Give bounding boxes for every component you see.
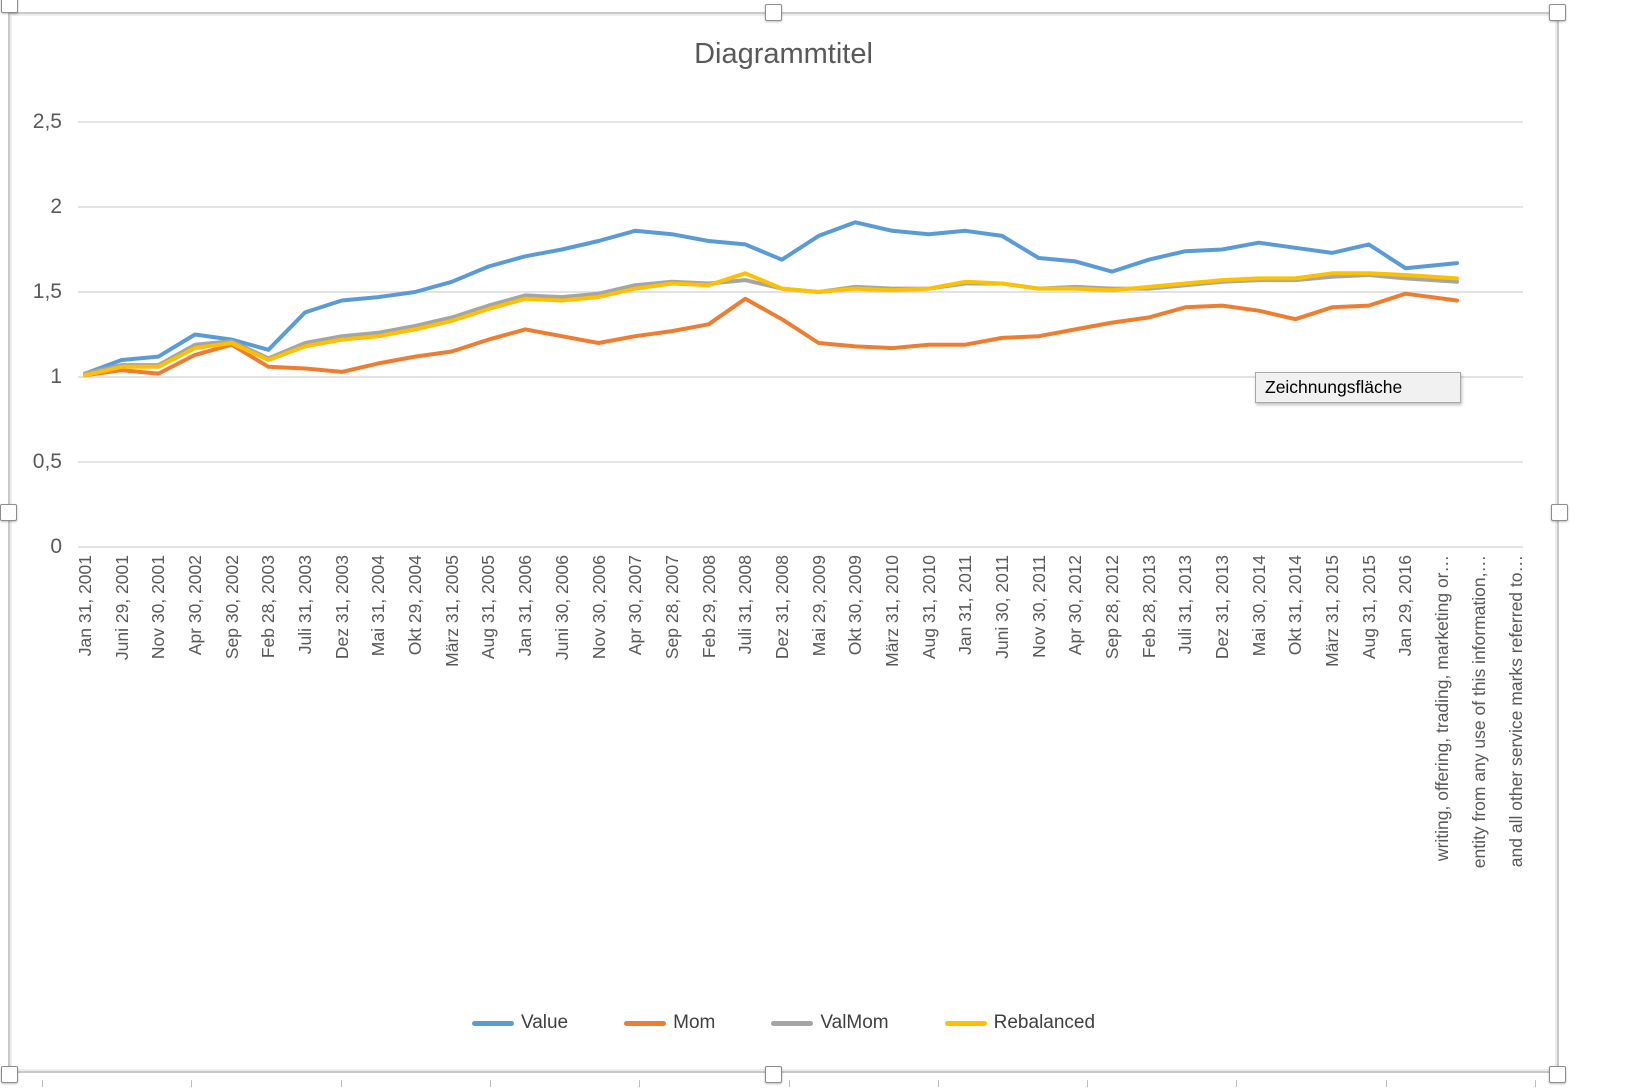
x-axis-disclaimer-label: and all other service marks referred to… [1505,555,1526,868]
x-axis-label: März 31, 2015 [1322,555,1343,667]
x-axis-label: Apr 30, 2002 [185,555,206,656]
selection-handle-top-right[interactable] [1549,4,1566,21]
x-axis-label: Juni 29, 2001 [111,555,132,661]
x-axis-label: März 31, 2010 [881,555,902,667]
y-axis-label: 0,5 [32,450,62,473]
spreadsheet-column-separator [490,1080,491,1087]
x-axis-label: Aug 31, 2005 [478,555,499,660]
spreadsheet-column-separator [639,1080,640,1087]
tooltip-text: Zeichnungsfläche [1265,377,1403,397]
x-axis-label: Juli 31, 2003 [295,555,316,655]
x-axis-label: Jan 31, 2006 [515,555,536,657]
x-axis-label: Sep 28, 2012 [1102,555,1123,660]
selection-handle-bottom-center[interactable] [765,1066,782,1083]
x-axis-label: März 31, 2005 [441,555,462,667]
x-axis-label: Nov 30, 2011 [1028,555,1049,658]
y-axis-label: 1 [50,365,62,388]
legend-item-value[interactable]: Value [471,1012,569,1034]
x-axis-label: Feb 29, 2008 [698,555,719,659]
x-axis-label: Okt 30, 2009 [845,555,866,656]
legend-label: Value [520,1012,569,1033]
legend: Value Mom ValMom Rebalanced [8,1012,1559,1034]
spreadsheet-column-separator [1087,1080,1088,1087]
spreadsheet-column-separator [191,1080,192,1087]
x-axis-label: Jan 29, 2016 [1395,555,1416,657]
selection-handle-bottom-left[interactable] [1,1066,18,1083]
spreadsheet-column-separator [341,1080,342,1087]
selection-handle-top-left[interactable] [1,0,18,13]
x-axis-label: Mai 30, 2014 [1248,555,1269,657]
x-axis-label: Mai 31, 2004 [368,555,389,657]
legend-item-mom[interactable]: Mom [624,1012,715,1034]
selection-handle-mid-left[interactable] [0,504,17,521]
series-line-rebalanced[interactable] [83,271,1459,378]
series-line-value[interactable] [83,220,1459,376]
spreadsheet-column-separator [1535,1080,1536,1087]
spreadsheet-column-separator [1386,1080,1387,1087]
legend-swatch-valmom [771,1020,814,1026]
legend-swatch-rebalanced [944,1020,987,1026]
x-axis-label: Juli 31, 2013 [1175,555,1196,655]
selection-handle-top-center[interactable] [765,4,782,21]
x-axis-label: Dez 31, 2013 [1212,555,1233,660]
x-axis-label: Apr 30, 2007 [625,555,646,656]
legend-item-valmom[interactable]: ValMom [771,1012,889,1034]
x-axis-label: Nov 30, 2001 [148,555,169,660]
spreadsheet-column-separator [938,1080,939,1087]
x-axis-label: Mai 29, 2009 [808,555,829,657]
selection-handle-mid-right[interactable] [1551,504,1568,521]
x-axis-disclaimer-label: writing, offering, trading, marketing or… [1432,555,1453,862]
x-axis-label: Jan 31, 2011 [955,555,976,655]
legend-label: ValMom [820,1012,889,1033]
x-axis-label: Feb 28, 2013 [1138,555,1159,659]
x-axis-label: Aug 31, 2015 [1358,555,1379,660]
x-axis-label: Juni 30, 2006 [551,555,572,661]
x-axis-label: Jan 31, 2001 [75,555,95,657]
x-axis-label: Apr 30, 2012 [1065,555,1086,656]
chart-object-frame[interactable] [8,12,1559,1073]
plot-area-tooltip: Zeichnungsfläche [1255,372,1461,403]
x-axis-label: Sep 30, 2002 [221,555,242,660]
legend-swatch-mom [624,1020,667,1026]
x-axis-label: Nov 30, 2006 [588,555,609,660]
series-line-mom[interactable] [83,291,1459,378]
y-axis-label: 2 [50,195,62,218]
x-axis-label: Juni 30, 2011 [992,555,1012,659]
spreadsheet-column-separator [1236,1080,1237,1087]
x-axis-label: Okt 29, 2004 [405,555,426,656]
chart-title[interactable]: Diagrammtitel [694,38,873,70]
y-axis-label: 0 [50,535,62,558]
y-axis-label: 2,5 [32,110,62,133]
legend-label: Mom [673,1012,716,1033]
legend-label: Rebalanced [993,1012,1096,1033]
legend-swatch-value [471,1020,514,1026]
x-axis-label: Feb 28, 2003 [258,555,279,659]
x-axis-disclaimer-label: entity from any use of this information,… [1468,555,1489,869]
x-axis-label: Dez 31, 2003 [331,555,352,660]
x-axis-label: Aug 31, 2010 [918,555,939,660]
x-axis-label: Dez 31, 2008 [771,555,792,660]
y-axis-label: 1,5 [32,280,62,303]
x-axis-label: Juli 31, 2008 [735,555,756,655]
legend-item-rebalanced[interactable]: Rebalanced [944,1012,1096,1034]
x-axis-label: Sep 28, 2007 [661,555,682,660]
spreadsheet-column-separator [789,1080,790,1087]
selection-handle-bottom-right[interactable] [1549,1066,1566,1083]
spreadsheet-column-separator [42,1080,43,1087]
x-axis-label: Okt 31, 2014 [1285,555,1306,656]
